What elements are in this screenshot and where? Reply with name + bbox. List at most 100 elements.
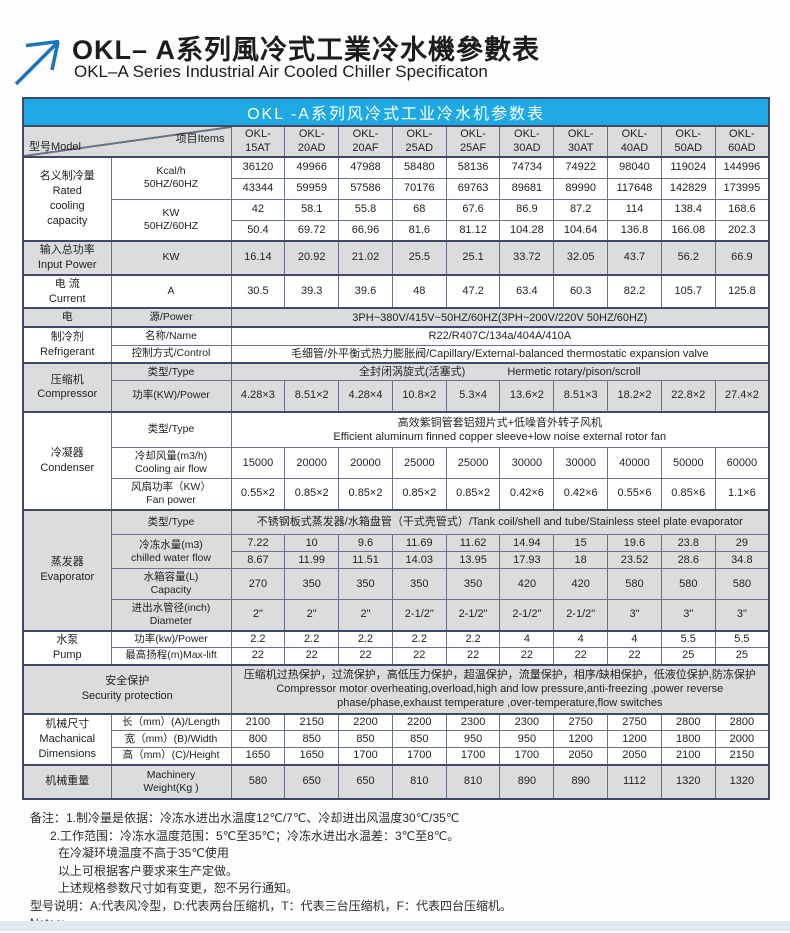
table-cell: 47.2 bbox=[445, 273, 501, 309]
table-cell: 4 bbox=[499, 629, 555, 649]
model-header-row: 型号Model 项目Items OKL- 15AT OKL- 20AD OKL- 2… bbox=[22, 125, 770, 158]
security-value-zh: 压缩机过热保护，过流保护，高低压力保护，超温保护，流量保护，相序/缺相保护，低液… bbox=[243, 668, 756, 681]
table-cell: 25 bbox=[660, 647, 716, 666]
table-cell: 2" bbox=[338, 599, 393, 632]
row-label-width: 宽（mm）(B)/Width bbox=[110, 730, 232, 749]
note-line: 2.工作范围：冷冻水温度范围：5℃至35℃；冷冻水进出水温差：3℃至8℃。 bbox=[50, 828, 460, 843]
table-cell: 60000 bbox=[714, 447, 770, 480]
table-cell: 2-1/2" bbox=[445, 599, 501, 632]
table-cell: 3" bbox=[714, 599, 770, 632]
table-cell: 15000 bbox=[230, 447, 286, 480]
table-cell: 1800 bbox=[660, 730, 716, 749]
page-title: OKL– A系列風冷式工業冷水機參數表 bbox=[72, 35, 541, 65]
table-cell: OKL- 30AD bbox=[499, 125, 555, 158]
table-cell: 22 bbox=[391, 647, 447, 666]
table-cell: 810 bbox=[445, 763, 501, 800]
notes-block: 备注：1.制冷量是依据：冷冻水进出水温度12℃/7℃、冷却进出风温度30℃/35… bbox=[30, 810, 512, 933]
table-cell: 580 bbox=[714, 568, 770, 601]
table-cell: 810 bbox=[391, 763, 447, 800]
row-label-kcal: Kcal/h 50HZ/60HZ bbox=[110, 156, 232, 200]
table-cell: 0.85×2 bbox=[445, 478, 501, 511]
section-label-refrigerant: 制冷剂 Refrigerant bbox=[22, 326, 112, 364]
table-banner: OKL -A系列风冷式工业冷水机参数表 bbox=[22, 97, 770, 127]
row-label-airflow: 冷却风量(m3/h) Cooling air flow bbox=[110, 447, 232, 480]
table-cell: 2800 bbox=[714, 712, 770, 732]
row-label-condenser-type: 类型/Type bbox=[110, 410, 232, 449]
corner-header-cell: 型号Model 项目Items bbox=[22, 125, 232, 158]
table-cell: 1200 bbox=[607, 730, 662, 749]
table-cell: 18.2×2 bbox=[607, 380, 662, 413]
row-label-length: 长（mm）(A)/Length bbox=[110, 712, 232, 732]
table-cell: 1320 bbox=[660, 763, 716, 800]
table-cell: 1112 bbox=[607, 763, 662, 800]
note-line: 在冷凝环境温度不高于35℃使用 bbox=[58, 846, 229, 860]
row-label-pipe-diameter: 进出水管径(inch) Diameter bbox=[110, 599, 232, 632]
power-source-value: 3PH~380V/415V~50HZ/60HZ(3PH~200V/220V 50… bbox=[230, 307, 770, 328]
table-cell: 98040 bbox=[607, 156, 662, 179]
table-cell: 350 bbox=[391, 568, 447, 601]
table-cell: 34.8 bbox=[714, 551, 770, 570]
table-cell: 36120 bbox=[230, 156, 286, 179]
section-label-power: 电 bbox=[22, 307, 112, 328]
table-cell: 22 bbox=[230, 647, 286, 666]
table-cell: 10 bbox=[284, 534, 340, 553]
table-cell: 8.51×2 bbox=[284, 380, 340, 413]
table-cell: 0.42×6 bbox=[499, 478, 555, 511]
row-label-kw: KW 50HZ/60HZ bbox=[110, 198, 232, 242]
table-cell: 1700 bbox=[445, 747, 501, 766]
table-cell: 23.8 bbox=[660, 534, 716, 553]
table-cell: 50000 bbox=[660, 447, 716, 480]
row-label-current-unit: A bbox=[110, 273, 232, 309]
table-cell: 1.1×6 bbox=[714, 478, 770, 511]
table-row: 水箱容量(L) Capacity 270 350 350 350 350 420 420 58… bbox=[23, 568, 770, 601]
table-cell: 173995 bbox=[714, 177, 770, 200]
table-cell: 25000 bbox=[445, 447, 501, 480]
table-row: 压缩机 Compressor 类型/Type 全封闭涡旋式(活塞式) Hermet… bbox=[22, 361, 770, 413]
table-cell: 43.7 bbox=[607, 240, 662, 276]
table-cell: 25.5 bbox=[391, 240, 447, 276]
corner-model-label: 型号Model bbox=[29, 141, 81, 153]
table-cell: 950 bbox=[445, 730, 501, 749]
refrigerant-control-value: 毛细管/外平衡式热力膨胀阀/Capillary/External-balance… bbox=[230, 344, 770, 364]
refrigerant-name-value: R22/R407C/134a/404A/410A bbox=[230, 326, 770, 346]
table-cell: OKL- 25AD bbox=[391, 125, 447, 158]
section-label-weight: 机械重量 bbox=[22, 763, 112, 800]
table-cell: 350 bbox=[338, 568, 393, 601]
table-cell: 39.3 bbox=[284, 273, 340, 309]
table-cell: 27.4×2 bbox=[714, 380, 770, 413]
row-label-refrigerant-control: 控制方式/Control bbox=[110, 344, 232, 364]
table-cell: 2150 bbox=[714, 747, 770, 766]
table-cell: 420 bbox=[553, 568, 609, 601]
table-cell: 2.2 bbox=[230, 629, 286, 649]
table-cell: 890 bbox=[499, 763, 555, 800]
table-cell: 66.9 bbox=[714, 240, 770, 276]
table-cell: 32.05 bbox=[553, 240, 609, 276]
note-line: 型号说明：A:代表风冷型，D:代表两台压缩机，T：代表三台压缩机，F：代表四台压… bbox=[30, 898, 513, 913]
table-cell: OKL- 30AT bbox=[553, 125, 609, 158]
table-cell: 0.85×2 bbox=[338, 478, 393, 511]
table-cell: 2300 bbox=[445, 712, 501, 732]
table-cell: 22 bbox=[445, 647, 501, 666]
table-cell: 55.8 bbox=[338, 198, 393, 221]
table-cell: 11.51 bbox=[338, 551, 393, 570]
table-cell: 2050 bbox=[607, 747, 662, 766]
row-label-compressor-type: 类型/Type bbox=[110, 361, 232, 382]
table-cell: 1320 bbox=[714, 763, 770, 800]
table-row: 安全保护 Security protection 压缩机过热保护，过流保护，高低… bbox=[22, 663, 770, 715]
table-cell: 1200 bbox=[553, 730, 609, 749]
table-row: 50.4 69.72 66.96 81.6 81.12 104.28 104.64 136.8… bbox=[23, 219, 770, 242]
table-cell: OKL- 20AF bbox=[338, 125, 393, 158]
table-cell: 0.85×2 bbox=[391, 478, 447, 511]
table-cell: 2.2 bbox=[391, 629, 447, 649]
table-cell: 125.8 bbox=[714, 273, 770, 309]
table-row: 风扇功率（KW） Fan power 0.55×2 0.85×2 0.85×2 0.8… bbox=[23, 478, 770, 511]
table-cell: 59959 bbox=[284, 177, 340, 200]
note-line: 上述规格参数尺寸如有变更，恕不另行通知。 bbox=[58, 881, 299, 895]
row-label-pump-power: 功率(kw)/Power bbox=[110, 629, 232, 649]
row-label-max-lift: 最高扬程(m)Max-lift bbox=[110, 647, 232, 666]
table-cell: 4.28×4 bbox=[338, 380, 393, 413]
table-cell: 60.3 bbox=[553, 273, 609, 309]
table-row: 蒸发器 Evaporator 类型/Type 不锈钢板式蒸发器/水箱盘管（干式壳… bbox=[22, 508, 770, 632]
table-cell: 58136 bbox=[445, 156, 501, 179]
